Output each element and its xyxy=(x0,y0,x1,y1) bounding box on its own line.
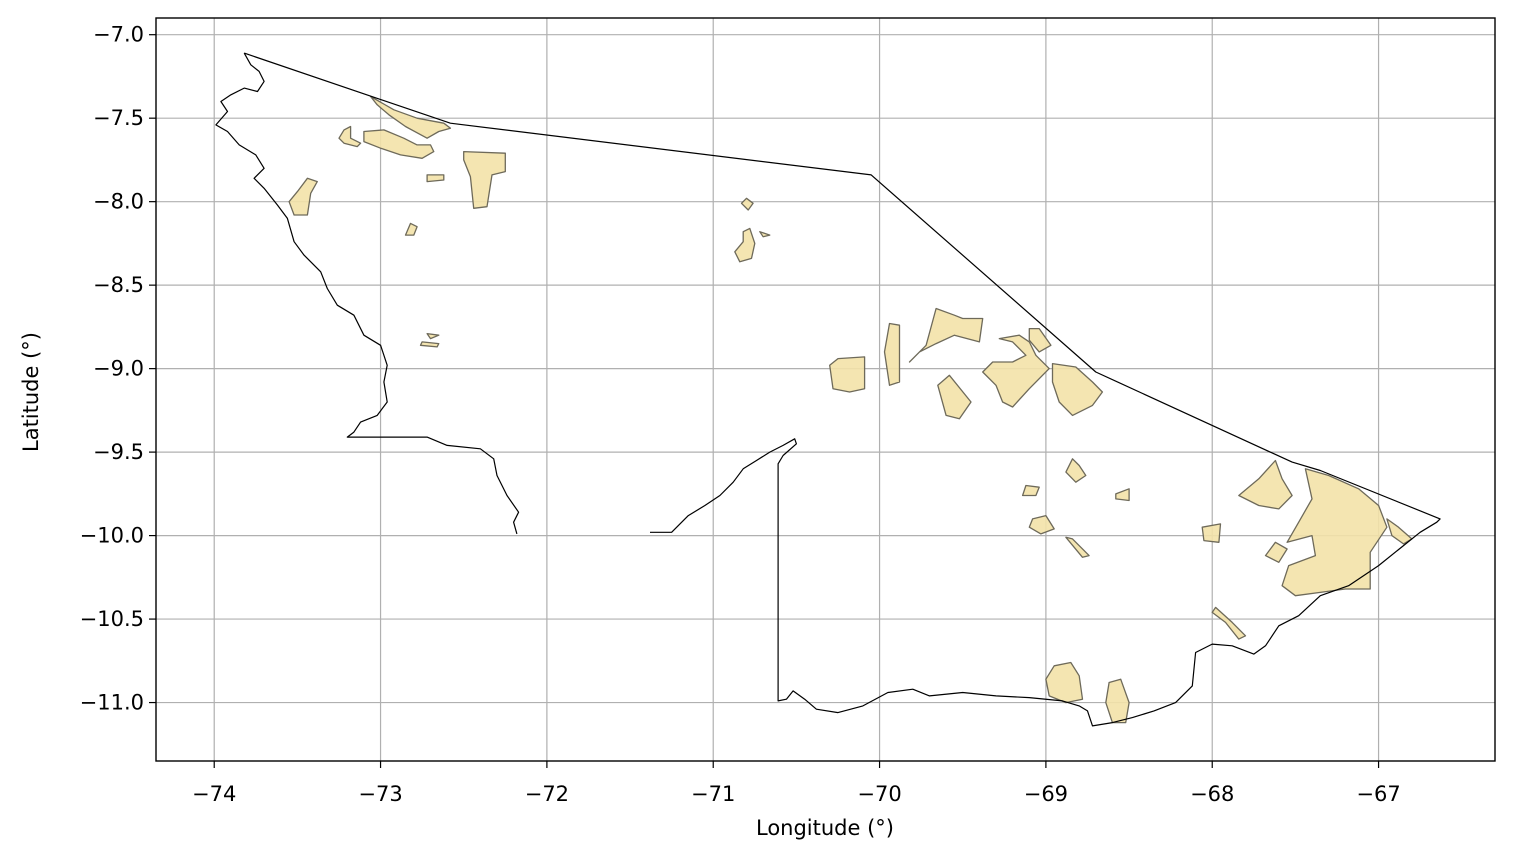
plot-frame xyxy=(155,17,1496,762)
highlighted-area xyxy=(1201,523,1222,543)
boundary-east-segment xyxy=(244,52,1441,727)
highlighted-area xyxy=(1238,459,1293,510)
highlighted-area xyxy=(1021,484,1040,497)
highlighted-area xyxy=(1211,606,1247,640)
highlighted-area xyxy=(369,95,452,139)
y-axis: −7.0 −7.5 −8.0 −8.5 −9.0 −9.5 −10.0 −10.5 −11.0 xyxy=(80,23,156,715)
y-tick-label: −10.0 xyxy=(80,524,144,548)
x-tick-label: −71 xyxy=(691,782,735,806)
y-axis-label: Latitude (°) xyxy=(19,332,43,452)
highlighted-area xyxy=(1065,536,1090,558)
highlighted-area xyxy=(1115,488,1130,502)
y-tick-label: −9.0 xyxy=(93,357,144,381)
x-tick-label: −74 xyxy=(192,782,236,806)
highlighted-areas xyxy=(288,95,1413,724)
highlighted-area xyxy=(740,197,754,211)
highlighted-area xyxy=(288,177,318,216)
highlighted-area xyxy=(404,222,418,236)
highlighted-area xyxy=(982,334,1050,408)
highlighted-area xyxy=(937,374,972,420)
highlighted-area xyxy=(1028,514,1055,535)
highlighted-area xyxy=(1264,541,1288,563)
highlighted-area xyxy=(363,129,435,159)
x-tick-label: −68 xyxy=(1190,782,1234,806)
highlighted-area xyxy=(1051,362,1104,417)
highlighted-area xyxy=(426,332,440,340)
x-tick-label: −73 xyxy=(358,782,402,806)
highlighted-area xyxy=(419,341,440,348)
state-boundary xyxy=(215,52,1441,727)
x-tick-label: −69 xyxy=(1024,782,1068,806)
y-tick-label: −11.0 xyxy=(80,691,144,715)
highlighted-area xyxy=(883,322,901,386)
y-tick-label: −9.5 xyxy=(93,440,144,464)
y-tick-label: −8.0 xyxy=(93,190,144,214)
highlighted-area xyxy=(1028,327,1052,353)
x-axis-label: Longitude (°) xyxy=(756,816,894,840)
highlighted-area xyxy=(1281,468,1388,597)
boundary-west-segment xyxy=(215,52,520,535)
y-tick-label: −10.5 xyxy=(80,607,144,631)
x-tick-label: −72 xyxy=(525,782,569,806)
highlighted-area xyxy=(1105,678,1130,724)
x-tick-label: −70 xyxy=(857,782,901,806)
highlighted-area xyxy=(908,307,984,363)
highlighted-area xyxy=(1065,458,1087,483)
y-tick-label: −7.5 xyxy=(93,106,144,130)
highlighted-area xyxy=(463,150,506,209)
x-axis: −74 −73 −72 −71 −70 −69 −68 −67 xyxy=(192,761,1401,806)
y-tick-label: −8.5 xyxy=(93,273,144,297)
highlighted-area xyxy=(1386,518,1413,545)
highlighted-area xyxy=(829,356,866,393)
highlighted-area xyxy=(1045,661,1084,704)
grid-lines xyxy=(156,18,1495,761)
x-tick-label: −67 xyxy=(1356,782,1400,806)
highlighted-area xyxy=(338,125,362,148)
y-tick-label: −7.0 xyxy=(93,23,144,47)
highlighted-area xyxy=(734,227,756,263)
highlighted-area xyxy=(759,231,771,238)
highlighted-area xyxy=(426,174,445,183)
